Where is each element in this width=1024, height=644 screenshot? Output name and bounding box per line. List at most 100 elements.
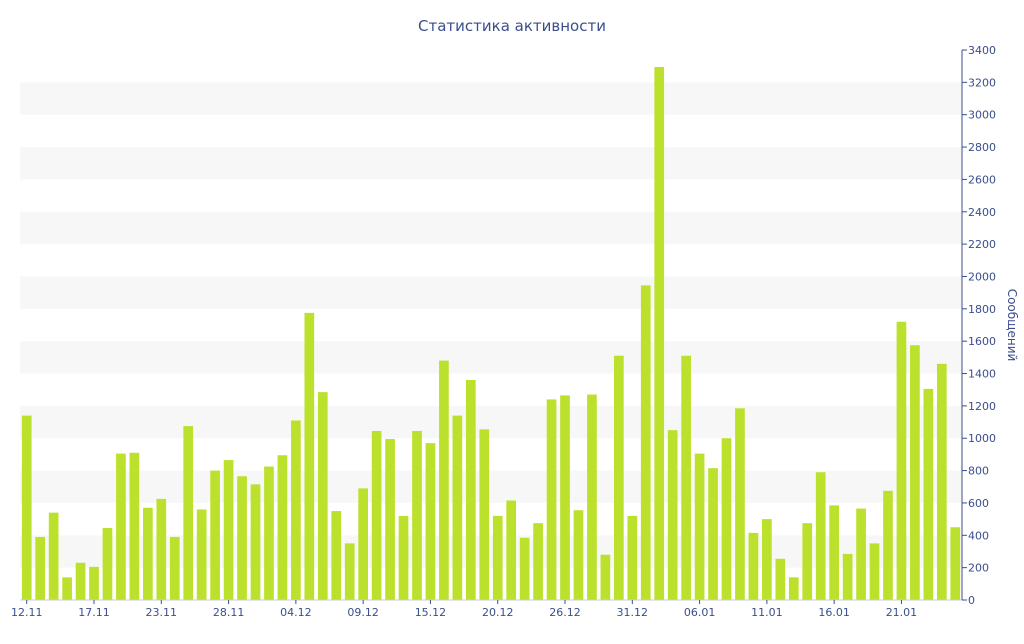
x-tick-label: 16.01 (818, 606, 850, 619)
bar[interactable] (156, 498, 167, 600)
bar[interactable] (102, 528, 113, 600)
bar[interactable] (910, 345, 920, 600)
bar[interactable] (223, 460, 234, 600)
bar[interactable] (614, 355, 624, 600)
x-tick-label: 15.12 (415, 606, 447, 619)
bar[interactable] (291, 420, 301, 600)
bar[interactable] (196, 509, 207, 600)
x-tick-label: 20.12 (482, 606, 514, 619)
bar[interactable] (89, 566, 99, 600)
bar[interactable] (465, 380, 476, 600)
bar[interactable] (640, 285, 651, 600)
y-tick-label: 800 (968, 465, 989, 478)
bar[interactable] (129, 452, 140, 600)
x-ticks: 12.11 17.11 23.11 28.11 04.12 09.12 15.12 20.12… (11, 600, 917, 619)
bar[interactable] (533, 523, 543, 600)
bar[interactable] (62, 577, 72, 600)
bar[interactable] (398, 515, 409, 600)
y-tick-label: 1000 (968, 432, 996, 445)
bar[interactable] (802, 523, 813, 600)
y-tick-label: 3200 (968, 76, 996, 89)
bar[interactable] (694, 453, 705, 600)
bar[interactable] (896, 321, 907, 600)
grid-band (20, 341, 962, 374)
bar[interactable] (762, 519, 772, 600)
bar[interactable] (721, 438, 732, 600)
y-tick-label: 2200 (968, 238, 996, 251)
y-axis-label: Сообщений (1005, 289, 1019, 362)
bar[interactable] (573, 510, 584, 600)
grid-band (20, 82, 962, 115)
bar[interactable] (237, 476, 247, 600)
x-tick-label: 26.12 (549, 606, 581, 619)
bar[interactable] (587, 394, 597, 600)
bar[interactable] (250, 484, 261, 600)
bar[interactable] (48, 512, 59, 600)
bar[interactable] (183, 426, 194, 600)
x-tick-label: 21.01 (886, 606, 918, 619)
bar[interactable] (21, 415, 32, 600)
bar[interactable] (169, 536, 180, 600)
y-ticks: 0 200 400 600 800 1000 1200 1400 1600 1800 2000 220… (962, 44, 996, 607)
y-tick-label: 2400 (968, 206, 996, 219)
bar[interactable] (600, 554, 611, 600)
x-tick-label: 12.11 (11, 606, 43, 619)
bar[interactable] (304, 312, 315, 600)
bar[interactable] (654, 66, 665, 601)
chart-title: Статистика активности (418, 17, 606, 35)
bar[interactable] (519, 537, 530, 600)
bar[interactable] (116, 453, 126, 600)
grid-band (20, 405, 962, 439)
bar[interactable] (856, 508, 866, 600)
bar[interactable] (492, 515, 503, 600)
bar[interactable] (842, 553, 853, 600)
bar[interactable] (412, 430, 422, 600)
bar[interactable] (479, 429, 490, 600)
bar[interactable] (627, 515, 638, 600)
x-tick-label: 17.11 (78, 606, 110, 619)
y-tick-label: 1800 (968, 303, 996, 316)
bar[interactable] (667, 430, 678, 600)
bar[interactable] (936, 363, 947, 600)
bar[interactable] (331, 511, 342, 600)
bar[interactable] (439, 360, 449, 600)
bar[interactable] (210, 470, 220, 600)
bar[interactable] (815, 472, 826, 600)
bar[interactable] (923, 388, 934, 600)
y-tick-label: 2000 (968, 270, 996, 283)
bar[interactable] (425, 443, 436, 600)
bar[interactable] (560, 395, 570, 600)
bar[interactable] (264, 466, 274, 600)
bar[interactable] (735, 408, 745, 600)
y-tick-label: 1400 (968, 368, 996, 381)
x-tick-label: 11.01 (751, 606, 783, 619)
bar[interactable] (869, 543, 880, 600)
bar[interactable] (371, 430, 382, 600)
bar[interactable] (358, 488, 368, 600)
bar[interactable] (35, 536, 46, 600)
bar[interactable] (143, 507, 153, 600)
bar[interactable] (708, 468, 718, 600)
bar[interactable] (681, 355, 691, 600)
y-tick-label: 1600 (968, 335, 996, 348)
bar[interactable] (788, 577, 799, 600)
bar[interactable] (546, 399, 557, 600)
bar[interactable] (883, 490, 893, 600)
bar[interactable] (317, 392, 328, 600)
y-tick-label: 400 (968, 529, 989, 542)
bar[interactable] (344, 543, 355, 600)
y-tick-label: 1200 (968, 400, 996, 413)
bar[interactable] (75, 562, 86, 600)
bar[interactable] (829, 505, 839, 600)
bar[interactable] (385, 439, 395, 600)
bars-group (21, 66, 961, 601)
bar[interactable] (748, 532, 759, 600)
bar[interactable] (950, 527, 961, 600)
bar[interactable] (506, 500, 517, 600)
bar[interactable] (277, 455, 288, 600)
bar[interactable] (452, 415, 463, 600)
bar[interactable] (775, 558, 786, 600)
y-tick-label: 0 (968, 594, 975, 607)
